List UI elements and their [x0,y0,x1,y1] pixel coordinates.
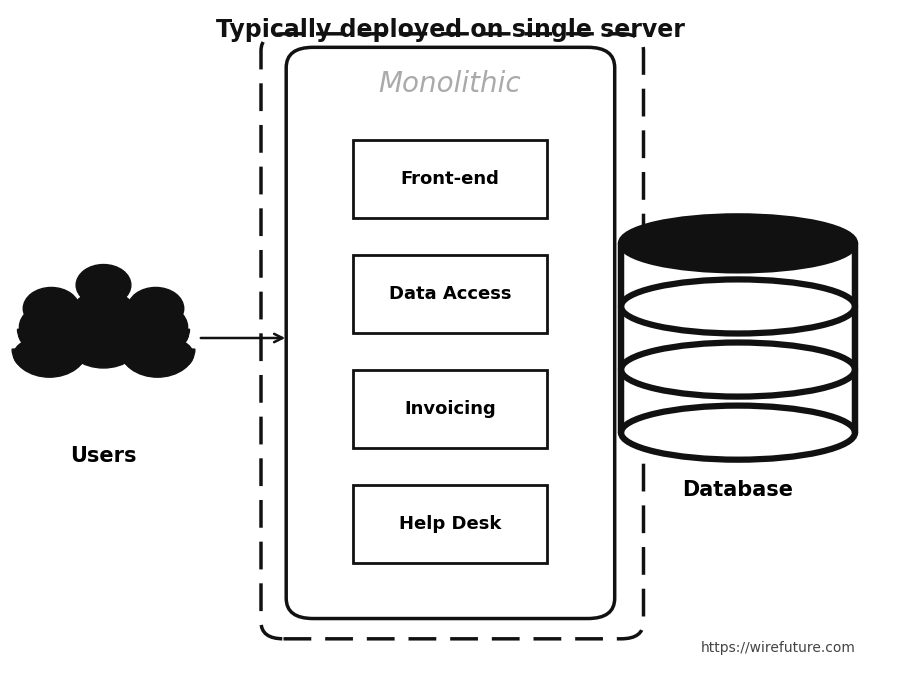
Text: Users: Users [70,446,137,466]
Text: Typically deployed on single server: Typically deployed on single server [216,18,684,43]
Circle shape [128,304,187,349]
Ellipse shape [621,216,855,270]
Ellipse shape [66,324,141,365]
Wedge shape [121,349,194,377]
Ellipse shape [19,316,84,353]
Wedge shape [65,339,142,368]
Circle shape [71,291,136,339]
Wedge shape [71,305,136,329]
Text: Help Desk: Help Desk [399,515,501,533]
Text: Database: Database [682,480,794,500]
Bar [623,335,853,395]
Circle shape [76,264,130,306]
Text: Front-end: Front-end [400,170,500,188]
Circle shape [23,287,79,330]
Ellipse shape [621,343,855,397]
Wedge shape [122,329,190,355]
FancyBboxPatch shape [353,256,547,333]
Ellipse shape [621,406,855,460]
Text: Data Access: Data Access [389,285,511,303]
FancyBboxPatch shape [353,141,547,218]
Text: https://wirefuture.com: https://wirefuture.com [701,641,856,654]
Bar [621,243,855,433]
FancyBboxPatch shape [353,370,547,448]
Ellipse shape [122,336,194,375]
Bar [623,272,853,332]
Wedge shape [13,349,86,377]
Wedge shape [17,329,85,355]
FancyBboxPatch shape [353,485,547,562]
Text: Invoicing: Invoicing [404,400,496,418]
Ellipse shape [73,293,134,327]
Bar [623,398,853,458]
Text: Monolithic: Monolithic [379,70,521,99]
Ellipse shape [123,316,188,353]
FancyBboxPatch shape [286,47,615,619]
Circle shape [20,304,79,349]
Ellipse shape [621,279,855,333]
FancyBboxPatch shape [261,34,644,639]
Ellipse shape [14,336,86,375]
Circle shape [128,287,184,330]
